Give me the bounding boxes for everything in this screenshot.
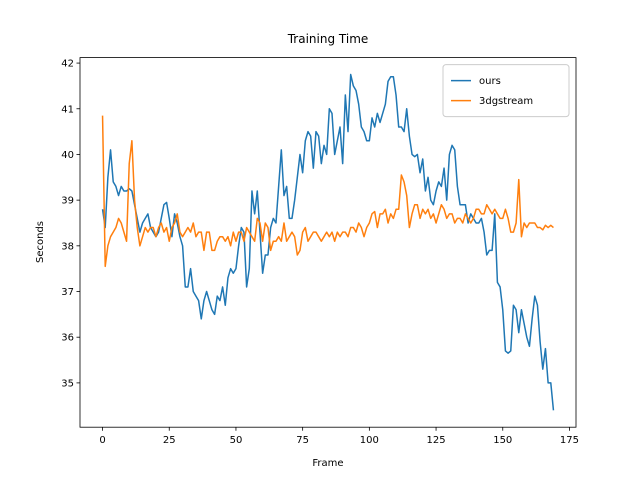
x-tick-label: 0: [99, 435, 105, 446]
x-tick-label: 75: [296, 435, 309, 446]
y-tick-label: 38: [61, 241, 74, 252]
y-axis-label: Seconds: [35, 221, 46, 263]
legend-box: [442, 64, 570, 118]
y-tick-label: 42: [61, 59, 74, 70]
y-tick-label: 41: [61, 104, 74, 115]
line-series: [101, 115, 554, 268]
chart-title: Training Time: [287, 32, 369, 46]
legend-label: ours: [479, 76, 501, 87]
y-tick-label: 39: [61, 196, 74, 207]
y-tick-label: 40: [61, 150, 74, 161]
x-tick-label: 100: [360, 435, 379, 446]
x-tick-label: 50: [230, 435, 243, 446]
x-tick-label: 125: [427, 435, 446, 446]
x-tick-label: 175: [560, 435, 579, 446]
line-series: [101, 73, 555, 411]
x-axis-label: Frame: [312, 458, 343, 469]
x-tick-label: 150: [493, 435, 512, 446]
x-tick-label: 25: [163, 435, 176, 446]
y-tick-label: 36: [61, 333, 74, 344]
axes-frame: [79, 57, 577, 428]
y-tick-label: 37: [61, 287, 74, 298]
legend-label: 3dgstream: [479, 96, 533, 107]
y-tick-label: 35: [61, 378, 74, 389]
